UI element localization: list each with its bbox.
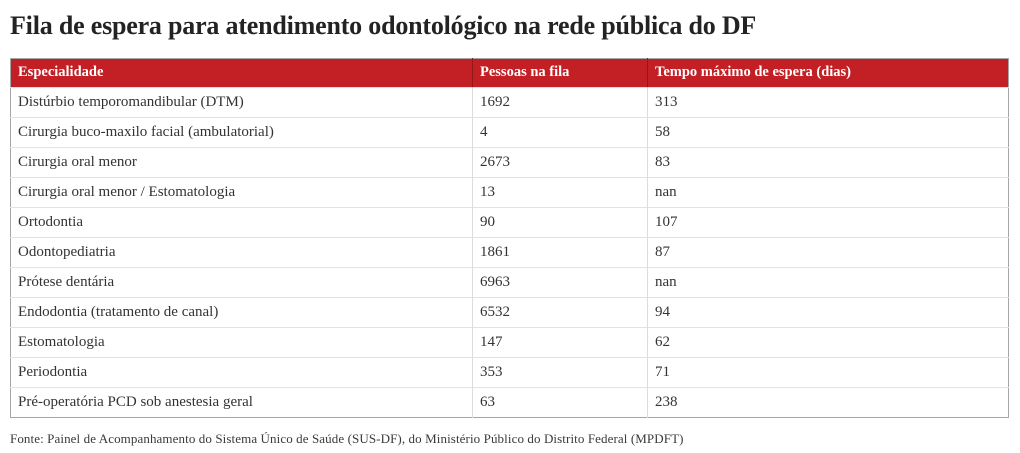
cell-pessoas-na-fila: 147: [472, 326, 648, 357]
cell-tempo-maximo: 238: [647, 386, 1009, 417]
cell-pessoas-na-fila: 4: [472, 116, 648, 147]
cell-tempo-maximo: 58: [647, 116, 1009, 147]
cell-tempo-maximo: 94: [647, 296, 1009, 327]
table-row: Ortodontia 90 107: [10, 206, 1009, 237]
table-row: Periodontia 353 71: [10, 356, 1009, 387]
source-note: Fonte: Painel de Acompanhamento do Siste…: [10, 430, 684, 446]
cell-especialidade: Cirurgia oral menor: [10, 146, 473, 177]
table-row: Cirurgia buco-maxilo facial (ambulatoria…: [10, 116, 1009, 147]
cell-pessoas-na-fila: 13: [472, 176, 648, 207]
table-row: Estomatologia 147 62: [10, 326, 1009, 357]
table-header: Especialidade Pessoas na fila Tempo máxi…: [10, 58, 1009, 87]
table-body: Distúrbio temporomandibular (DTM) 1692 313…: [10, 86, 1009, 417]
cell-especialidade: Prótese dentária: [10, 266, 473, 297]
cell-especialidade: Pré-operatória PCD sob anestesia geral: [10, 386, 473, 417]
cell-especialidade: Cirurgia oral menor / Estomatologia: [10, 176, 473, 207]
column-header-pessoas-na-fila: Pessoas na fila: [472, 58, 648, 87]
cell-pessoas-na-fila: 63: [472, 386, 648, 417]
cell-tempo-maximo: 71: [647, 356, 1009, 387]
cell-pessoas-na-fila: 353: [472, 356, 648, 387]
column-header-tempo-maximo-espera: Tempo máximo de espera (dias): [647, 58, 1009, 87]
cell-especialidade: Odontopediatria: [10, 236, 473, 267]
data-table: Especialidade Pessoas na fila Tempo máxi…: [10, 57, 1009, 418]
cell-tempo-maximo: nan: [647, 266, 1009, 297]
cell-pessoas-na-fila: 6532: [472, 296, 648, 327]
table-row: Odontopediatria 1861 87: [10, 236, 1009, 267]
cell-pessoas-na-fila: 1692: [472, 86, 648, 117]
cell-tempo-maximo: 313: [647, 86, 1009, 117]
cell-tempo-maximo: 107: [647, 206, 1009, 237]
cell-especialidade: Periodontia: [10, 356, 473, 387]
cell-especialidade: Ortodontia: [10, 206, 473, 237]
cell-pessoas-na-fila: 6963: [472, 266, 648, 297]
cell-especialidade: Endodontia (tratamento de canal): [10, 296, 473, 327]
cell-especialidade: Estomatologia: [10, 326, 473, 357]
column-header-especialidade: Especialidade: [10, 58, 473, 87]
table-row: Cirurgia oral menor / Estomatologia 13 nan: [10, 176, 1009, 207]
table-row: Prótese dentária 6963 nan: [10, 266, 1009, 297]
cell-tempo-maximo: nan: [647, 176, 1009, 207]
table-row: Distúrbio temporomandibular (DTM) 1692 313: [10, 86, 1009, 117]
cell-tempo-maximo: 83: [647, 146, 1009, 177]
cell-tempo-maximo: 87: [647, 236, 1009, 267]
cell-pessoas-na-fila: 90: [472, 206, 648, 237]
table-header-row: Especialidade Pessoas na fila Tempo máxi…: [10, 58, 1009, 87]
chart-title: Fila de espera para atendimento odontoló…: [10, 11, 757, 40]
cell-pessoas-na-fila: 2673: [472, 146, 648, 177]
table-row: Pré-operatória PCD sob anestesia geral 63…: [10, 386, 1009, 417]
cell-pessoas-na-fila: 1861: [472, 236, 648, 267]
cell-especialidade: Cirurgia buco-maxilo facial (ambulatoria…: [10, 116, 473, 147]
cell-especialidade: Distúrbio temporomandibular (DTM): [10, 86, 473, 117]
cell-tempo-maximo: 62: [647, 326, 1009, 357]
table-row: Cirurgia oral menor 2673 83: [10, 146, 1009, 177]
table-row: Endodontia (tratamento de canal) 6532 94: [10, 296, 1009, 327]
